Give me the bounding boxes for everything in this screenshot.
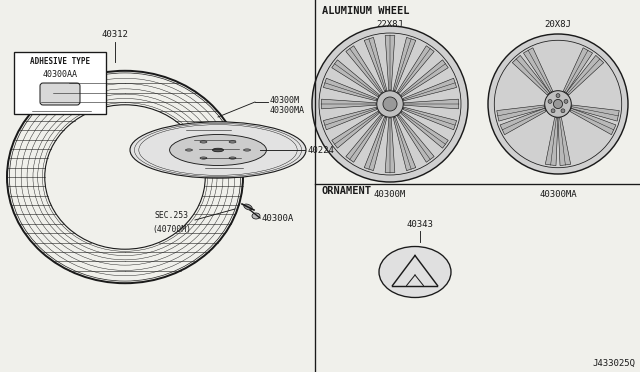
Text: J433025Q: J433025Q — [592, 359, 635, 368]
Text: 40300M: 40300M — [270, 96, 300, 105]
Polygon shape — [401, 60, 448, 97]
Polygon shape — [572, 105, 620, 121]
Circle shape — [377, 91, 403, 117]
Text: 40224: 40224 — [308, 145, 335, 154]
Polygon shape — [397, 46, 434, 93]
Ellipse shape — [186, 149, 193, 151]
Text: 40300AA: 40300AA — [42, 70, 77, 79]
Polygon shape — [323, 78, 377, 101]
Ellipse shape — [200, 157, 207, 159]
Polygon shape — [393, 37, 416, 91]
Polygon shape — [403, 78, 456, 101]
Polygon shape — [545, 118, 558, 166]
Circle shape — [556, 94, 560, 97]
Circle shape — [548, 99, 552, 103]
Circle shape — [564, 99, 568, 103]
Ellipse shape — [200, 141, 207, 143]
Ellipse shape — [229, 157, 236, 159]
Text: 40312: 40312 — [102, 30, 129, 39]
Circle shape — [488, 34, 628, 174]
Polygon shape — [397, 115, 434, 162]
Text: ORNAMENT: ORNAMENT — [322, 186, 372, 196]
Ellipse shape — [244, 149, 250, 151]
Ellipse shape — [244, 204, 252, 210]
Ellipse shape — [229, 141, 236, 143]
Polygon shape — [321, 99, 376, 109]
Polygon shape — [563, 48, 593, 93]
Text: ADHESIVE TYPE: ADHESIVE TYPE — [30, 57, 90, 66]
Polygon shape — [323, 107, 377, 130]
Polygon shape — [524, 48, 553, 93]
Polygon shape — [332, 111, 380, 148]
Text: ALUMINUM WHEEL: ALUMINUM WHEEL — [322, 6, 410, 16]
Polygon shape — [570, 108, 616, 135]
Ellipse shape — [379, 247, 451, 298]
Polygon shape — [497, 105, 545, 121]
Text: 40300A: 40300A — [262, 214, 294, 222]
Text: 40343: 40343 — [406, 220, 433, 229]
Circle shape — [312, 26, 468, 182]
Polygon shape — [566, 55, 604, 95]
Polygon shape — [385, 36, 395, 90]
Circle shape — [561, 109, 565, 113]
FancyBboxPatch shape — [40, 83, 80, 105]
Ellipse shape — [252, 213, 260, 219]
Polygon shape — [558, 118, 571, 166]
Text: 40300M: 40300M — [374, 190, 406, 199]
Text: SEC.253: SEC.253 — [155, 211, 189, 220]
Polygon shape — [512, 55, 550, 95]
Text: 40300MA: 40300MA — [539, 190, 577, 199]
Text: 22X8J: 22X8J — [376, 20, 403, 29]
Polygon shape — [346, 115, 383, 162]
Circle shape — [545, 91, 572, 117]
Polygon shape — [393, 117, 416, 171]
Ellipse shape — [212, 148, 223, 152]
Text: 20X8J: 20X8J — [545, 20, 572, 29]
Polygon shape — [500, 108, 546, 135]
Polygon shape — [364, 37, 387, 91]
Ellipse shape — [170, 135, 266, 166]
Polygon shape — [364, 117, 387, 171]
Polygon shape — [332, 60, 380, 97]
FancyBboxPatch shape — [14, 52, 106, 114]
Circle shape — [383, 97, 397, 111]
Polygon shape — [401, 111, 448, 148]
Polygon shape — [346, 46, 383, 93]
Text: 40300MA: 40300MA — [270, 106, 305, 115]
Polygon shape — [385, 118, 395, 173]
Polygon shape — [404, 99, 458, 109]
Circle shape — [554, 99, 563, 109]
Text: (40700M): (40700M) — [152, 225, 191, 234]
Ellipse shape — [130, 122, 306, 178]
Polygon shape — [403, 107, 456, 130]
Circle shape — [551, 109, 555, 113]
